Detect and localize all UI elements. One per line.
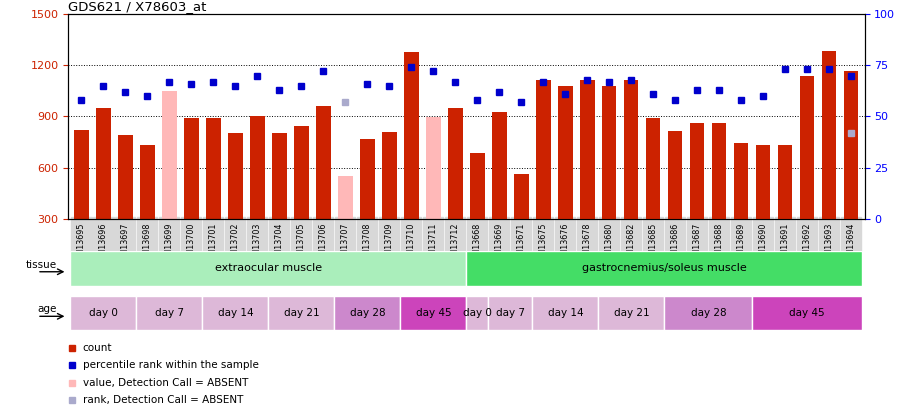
Bar [75, 130, 88, 219]
Bar [136, 296, 202, 330]
Bar [844, 71, 858, 219]
Bar [449, 108, 462, 219]
Bar [466, 251, 863, 286]
Bar [268, 296, 334, 330]
Bar [514, 174, 529, 219]
Bar [664, 296, 753, 330]
Bar [250, 116, 265, 219]
Bar [185, 118, 198, 219]
Text: day 0: day 0 [89, 308, 118, 318]
Bar [599, 296, 664, 330]
Text: gastrocnemius/soleus muscle: gastrocnemius/soleus muscle [582, 263, 747, 273]
Bar [470, 153, 484, 219]
Text: tissue: tissue [26, 260, 57, 270]
Bar [96, 108, 111, 219]
Bar [734, 143, 748, 219]
Bar [140, 145, 155, 219]
Bar [334, 296, 400, 330]
Bar [317, 106, 330, 219]
Bar [70, 296, 136, 330]
Bar [492, 112, 507, 219]
Text: day 45: day 45 [416, 308, 451, 318]
Bar [70, 251, 466, 286]
Text: day 28: day 28 [691, 308, 726, 318]
Bar [466, 296, 489, 330]
Bar [822, 51, 836, 219]
Bar [207, 118, 220, 219]
Bar [756, 145, 771, 219]
Text: day 21: day 21 [284, 308, 319, 318]
Text: extraocular muscle: extraocular muscle [215, 263, 322, 273]
Text: day 14: day 14 [548, 308, 583, 318]
Bar [624, 80, 639, 219]
Bar [753, 296, 863, 330]
Bar [162, 91, 177, 219]
Text: day 21: day 21 [613, 308, 649, 318]
Bar [646, 119, 661, 219]
Bar [713, 123, 726, 219]
Bar [668, 131, 682, 219]
Text: day 45: day 45 [790, 308, 825, 318]
Bar [382, 132, 397, 219]
Bar [202, 296, 268, 330]
Text: GDS621 / X78603_at: GDS621 / X78603_at [68, 0, 207, 13]
Bar [426, 117, 440, 219]
Bar [778, 145, 793, 219]
Bar [581, 80, 594, 219]
Bar [228, 134, 243, 219]
Bar [489, 296, 532, 330]
Text: rank, Detection Call = ABSENT: rank, Detection Call = ABSENT [83, 394, 243, 405]
Bar [800, 75, 814, 219]
Bar [558, 86, 572, 219]
Bar [339, 176, 352, 219]
Bar [532, 296, 599, 330]
Text: day 7: day 7 [496, 308, 525, 318]
Bar [294, 126, 308, 219]
Bar [536, 80, 551, 219]
Bar [602, 86, 616, 219]
Text: count: count [83, 343, 112, 353]
Bar [272, 134, 287, 219]
Text: day 14: day 14 [217, 308, 253, 318]
Bar [400, 296, 466, 330]
Text: age: age [38, 305, 57, 314]
Text: day 0: day 0 [463, 308, 491, 318]
Bar [360, 139, 375, 219]
Text: day 28: day 28 [349, 308, 385, 318]
Text: percentile rank within the sample: percentile rank within the sample [83, 360, 258, 370]
Bar [404, 52, 419, 219]
Text: value, Detection Call = ABSENT: value, Detection Call = ABSENT [83, 378, 248, 388]
Bar [118, 135, 133, 219]
Bar [690, 123, 704, 219]
Text: day 7: day 7 [155, 308, 184, 318]
